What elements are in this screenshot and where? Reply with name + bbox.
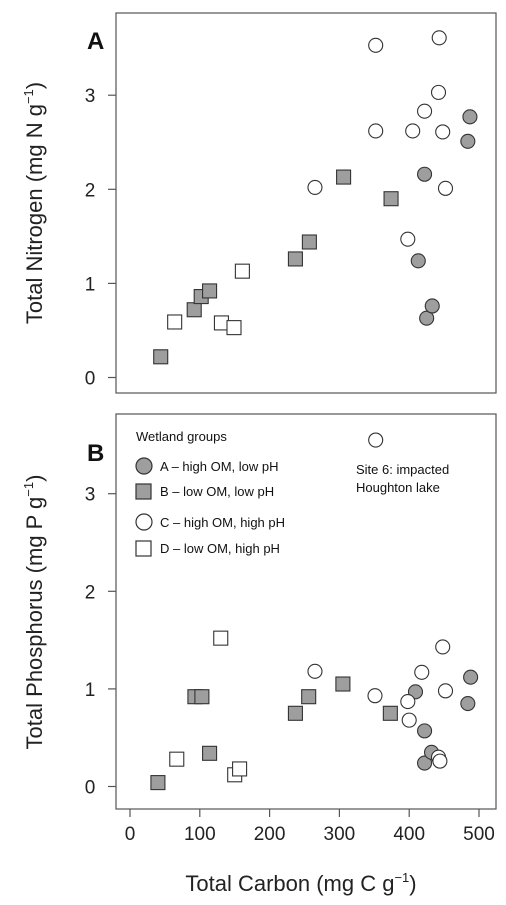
y-tick-label: 3 [85,86,96,107]
panel-a-ylabel: Total Nitrogen (mg N g−1) [21,82,47,324]
legend-marker-a [135,457,153,475]
x-axis-title: Total Carbon (mg C g−1) [185,870,416,896]
data-point-group-c [401,712,417,728]
x-tick-label: 400 [393,824,425,845]
panel-b-ylabel-end: ) [22,475,47,482]
y-tick-label: 1 [85,274,96,295]
y-tick-label: 1 [85,680,96,701]
panel-b-ylabel-main: Total Phosphorus (mg P g [22,497,47,750]
x-tick-label: 500 [463,824,495,845]
panel-a-ylabel-main: Total Nitrogen (mg N g [22,104,47,324]
data-point-group-d [167,314,183,330]
data-point-group-d [169,751,185,767]
data-point-group-c [432,753,448,769]
panel-a-ylabel-end: ) [22,82,47,89]
data-point-group-b [382,705,398,721]
data-point-group-b [383,191,399,207]
data-point-group-a [460,133,476,149]
site6-annotation-line1: Site 6: impacted [356,462,449,477]
data-point-group-a [410,253,426,269]
data-point-group-c [435,639,451,655]
legend-title: Wetland groups [136,429,227,444]
x-tick-label: 0 [125,824,136,845]
data-point-group-c [400,694,416,710]
data-point-group-c [435,124,451,140]
panel-b-ylabel-sup: −1 [21,482,36,497]
legend: Wetland groups A – high OM, low pH B – l… [135,429,285,557]
panel-a-letter: A [87,28,104,55]
panel-b-frame [115,413,497,810]
panel-b-letter: B [87,440,104,467]
legend-label-c: C – high OM, high pH [160,515,285,530]
data-point-group-a [417,755,433,771]
data-point-group-d [213,630,229,646]
data-point-group-b [287,705,303,721]
y-tick-label: 2 [85,180,96,201]
data-point-group-c [431,30,447,46]
x-axis-title-main: Total Carbon (mg C g [185,871,394,896]
x-axis-title-sup: −1 [394,870,409,885]
data-point-group-b [186,302,202,318]
legend-marker-c [135,513,153,531]
data-point-group-b [301,234,317,250]
data-point-group-c [437,683,454,699]
data-point-group-d [213,315,229,331]
data-point-group-d [232,761,248,777]
data-point-group-b [287,251,303,267]
legend-marker-b [135,483,152,500]
data-point-group-a [417,723,433,739]
y-tick-label: 0 [85,369,96,390]
data-point-group-c [417,103,433,119]
data-point-group-c [400,231,416,247]
data-point-group-b [336,169,352,185]
data-point-group-c [414,664,430,680]
site6-annotation-line2: Houghton lake [356,480,440,495]
data-point-group-a [424,298,440,314]
data-point-group-a [419,310,435,326]
data-point-group-c [368,37,384,53]
data-point-group-c [368,432,384,448]
data-point-group-c [368,123,384,139]
panel-a-frame [115,12,497,394]
x-axis-title-end: ) [409,871,416,896]
data-point-group-b [153,349,169,365]
y-tick-label: 0 [85,778,96,799]
data-point-group-b [301,689,317,705]
x-tick-label: 200 [254,824,286,845]
panel-b-ylabel: Total Phosphorus (mg P g−1) [21,475,47,750]
data-point-group-d [226,320,242,336]
legend-label-d: D – low OM, high pH [160,541,280,556]
x-tick-label: 300 [324,824,356,845]
y-tick-label: 2 [85,582,96,603]
data-point-group-c [367,688,383,704]
data-point-group-b [194,689,210,705]
data-point-group-a [417,166,433,182]
y-tick-label: 3 [85,485,96,506]
data-point-group-a [462,109,478,125]
panel-a-ylabel-sup: −1 [21,89,36,104]
data-point-group-c [405,123,421,139]
legend-label-b: B – low OM, low pH [160,484,274,499]
data-point-group-c [430,84,447,100]
data-point-group-b [202,745,218,761]
x-tick-label: 100 [184,824,216,845]
data-point-group-c [307,663,323,679]
data-point-group-a [463,669,479,685]
data-point-group-b [335,676,351,692]
legend-marker-d [135,540,152,557]
data-point-group-d [234,263,250,279]
legend-label-a: A – high OM, low pH [160,459,279,474]
data-point-group-b [202,283,218,299]
data-point-group-b [150,775,166,791]
data-point-group-c [307,179,323,195]
data-point-group-a [460,695,476,712]
data-point-group-c [437,180,454,196]
